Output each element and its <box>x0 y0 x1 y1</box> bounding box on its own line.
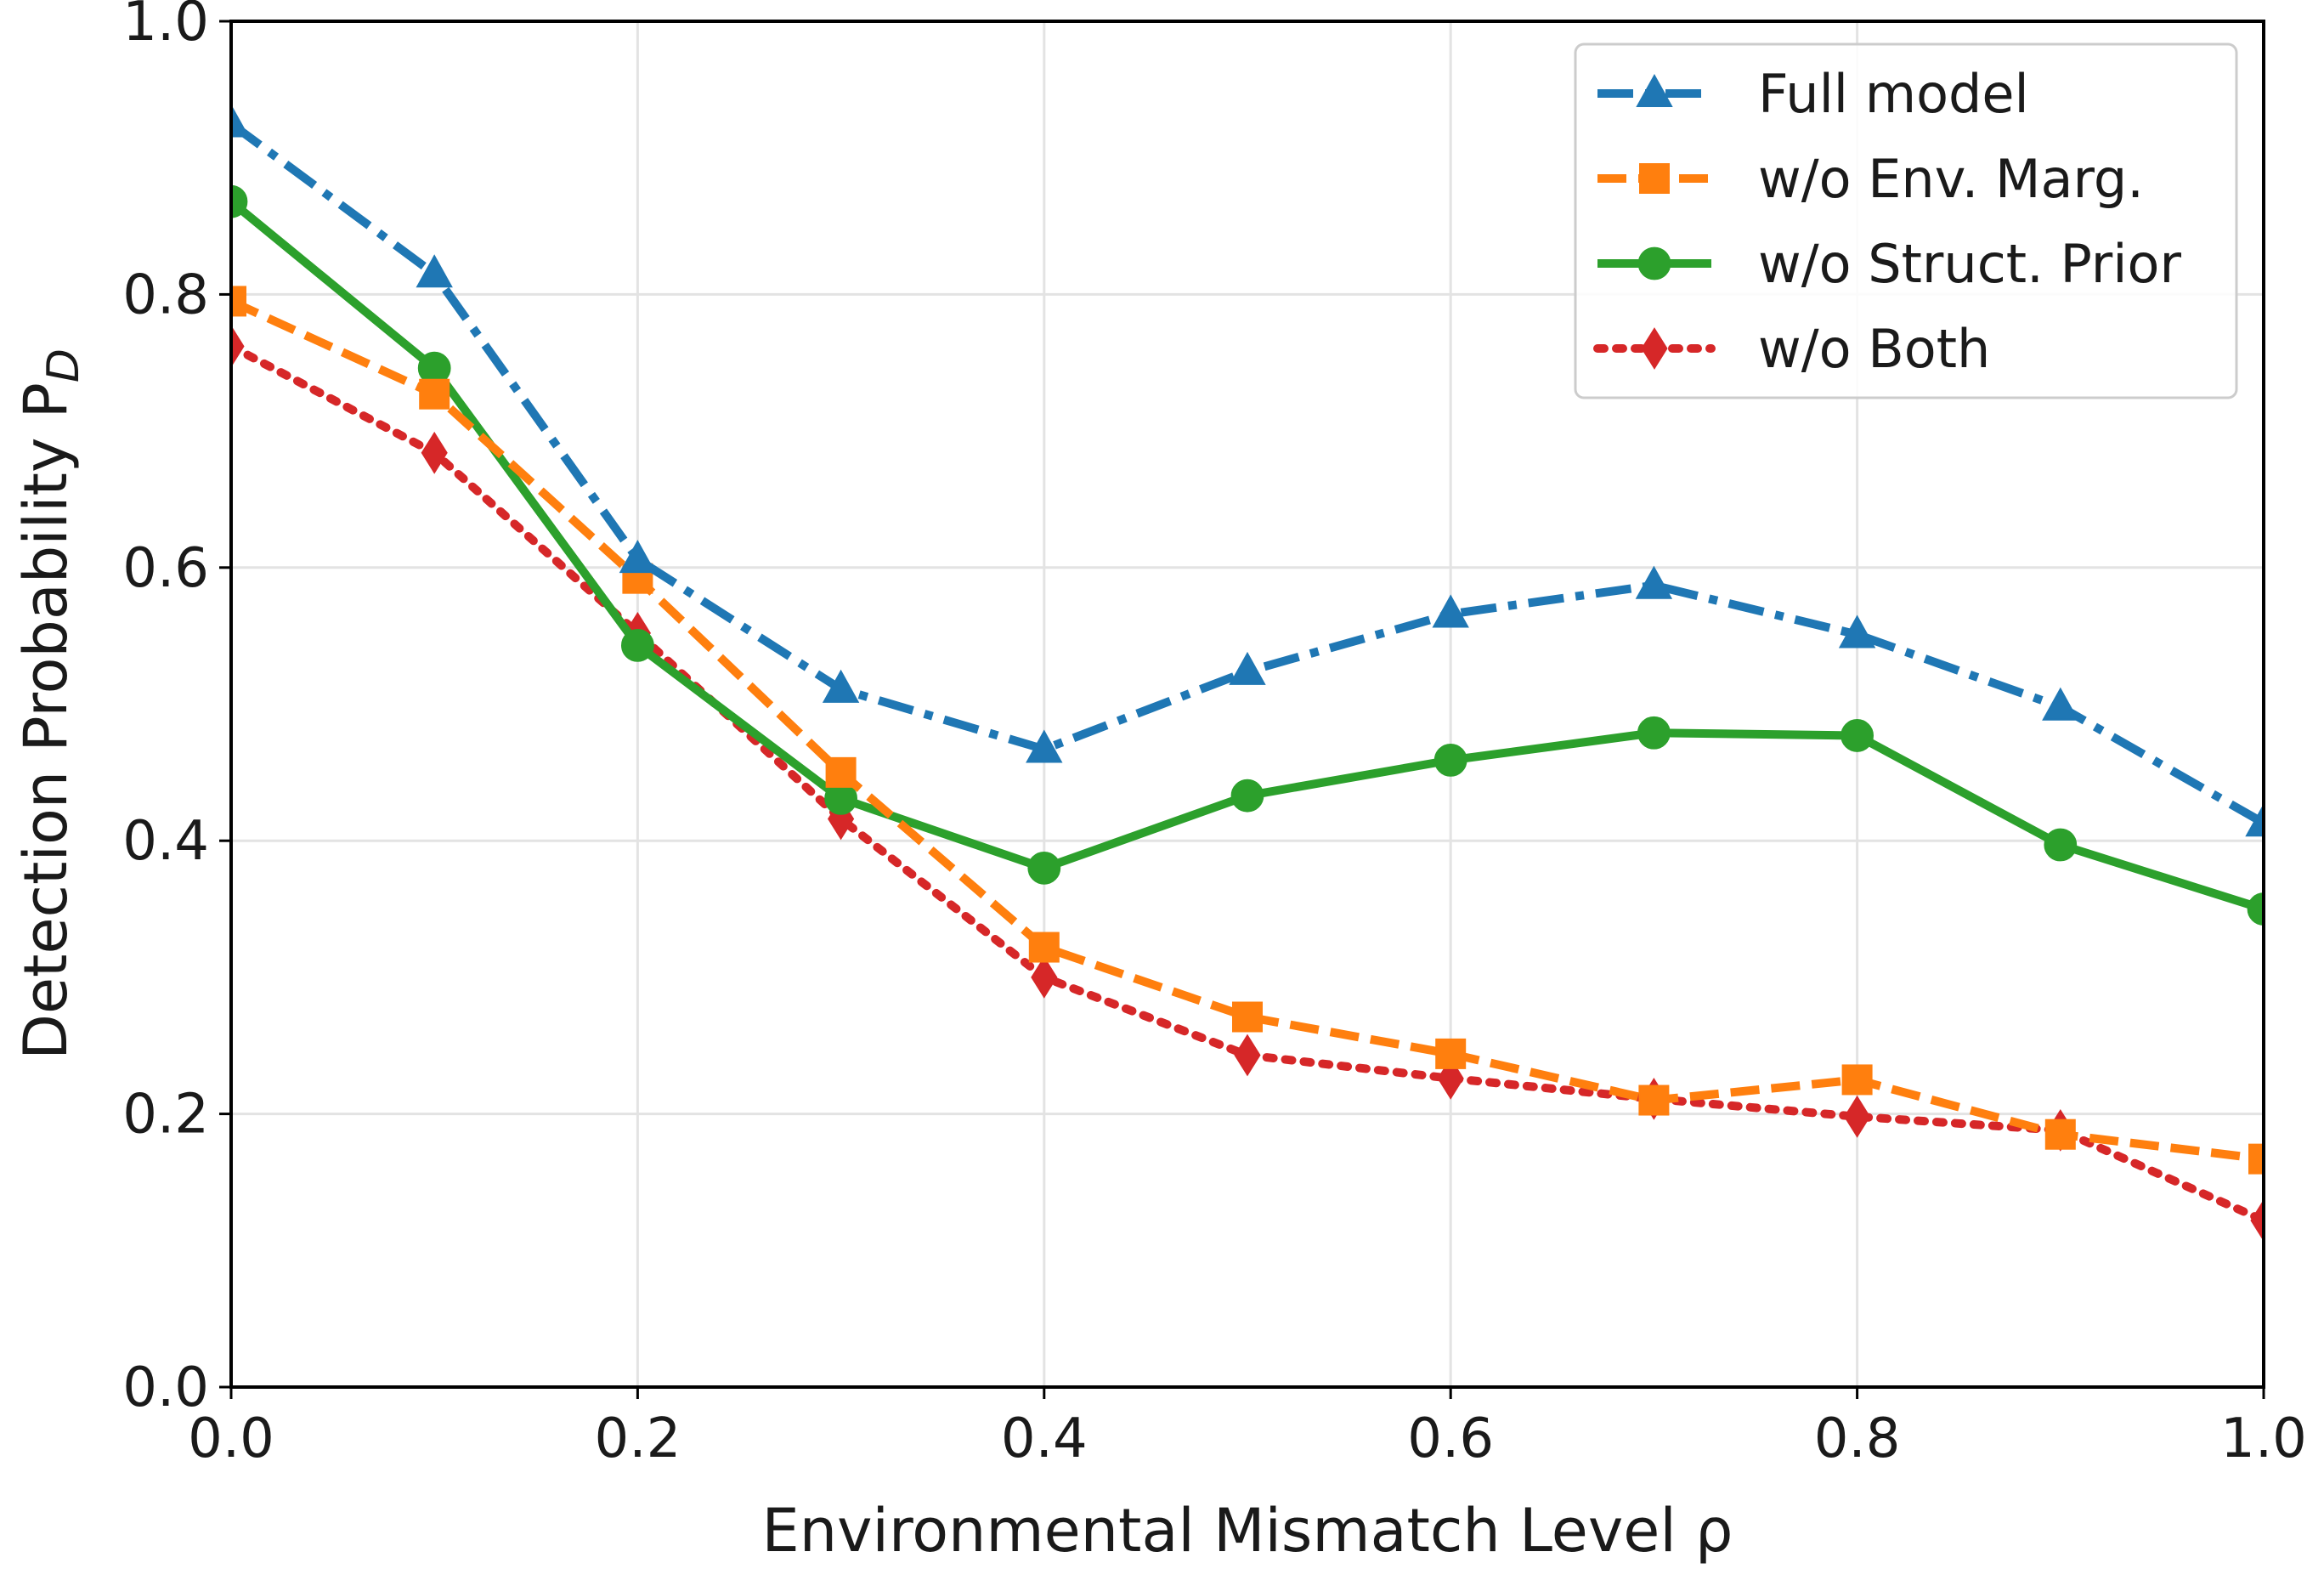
data-point <box>1230 779 1264 813</box>
legend-label: w/o Struct. Prior <box>1758 233 2181 295</box>
legend: Full model w/o Env. Marg. w/o Struct. Prio… <box>1574 42 2238 399</box>
legend-box <box>1574 42 2238 399</box>
x-tick-label: 0.4 <box>1001 1407 1088 1470</box>
y-tick-label: 1.0 <box>122 0 209 54</box>
data-point <box>1435 1038 1467 1069</box>
data-point <box>2044 828 2078 862</box>
data-point <box>2245 803 2264 837</box>
data-point <box>416 254 453 288</box>
data-point <box>2248 1143 2264 1175</box>
data-point <box>1232 1001 1263 1033</box>
data-point <box>1027 851 1061 885</box>
x-tick-label: 1.0 <box>2220 1407 2307 1470</box>
data-point <box>421 431 448 474</box>
x-axis-title: Environmental Mismatch Level ρ <box>762 1496 1733 1566</box>
y-axis-title-subscript: D <box>38 348 89 382</box>
data-point <box>1841 1064 1873 1096</box>
legend-marker <box>1639 163 1670 194</box>
y-tick-label: 0.4 <box>122 810 209 873</box>
y-axis-title-main: Detection Probability P <box>11 382 81 1060</box>
y-tick-label: 0.8 <box>122 263 209 326</box>
data-point <box>1432 594 1469 628</box>
series-layer <box>231 104 2264 1242</box>
data-point <box>1637 716 1671 750</box>
data-point <box>1234 1034 1261 1077</box>
data-point <box>1433 743 1467 777</box>
data-point <box>2247 892 2264 926</box>
data-point <box>231 325 245 368</box>
legend-marker <box>1636 73 1673 107</box>
x-tick-label: 0.0 <box>188 1407 274 1470</box>
data-point <box>1031 956 1058 999</box>
data-point <box>1026 729 1063 763</box>
series-3 <box>231 325 2264 1242</box>
legend-label: w/o Both <box>1758 318 1990 380</box>
data-point <box>2250 1199 2264 1242</box>
ticks: 0.0 0.2 0.4 0.6 0.8 1.0 0.0 0.2 0.4 0.6 0.8 1.0 <box>122 0 2307 1470</box>
x-tick-label: 0.2 <box>595 1407 681 1470</box>
series-0 <box>231 104 2264 837</box>
data-point <box>419 378 450 410</box>
data-point <box>231 286 246 317</box>
legend-label: w/o Env. Marg. <box>1758 148 2144 210</box>
data-point <box>825 756 857 788</box>
y-tick-label: 0.2 <box>122 1084 209 1147</box>
data-point <box>1844 1095 1871 1138</box>
data-point <box>1838 614 1876 648</box>
plot-frame <box>229 20 2265 1389</box>
x-tick-label: 0.8 <box>1814 1407 1901 1470</box>
data-point <box>822 669 860 703</box>
x-tick-label: 0.6 <box>1407 1407 1494 1470</box>
data-point <box>2044 1118 2076 1150</box>
y-tick-label: 0.6 <box>122 537 209 600</box>
data-point <box>1638 1084 1670 1116</box>
data-point <box>1635 565 1673 599</box>
data-point <box>1028 932 1060 963</box>
data-point <box>621 628 654 662</box>
data-point <box>231 104 250 138</box>
data-point <box>1229 651 1266 685</box>
data-point <box>2042 687 2079 721</box>
y-axis-title: Detection Probability PD <box>11 348 89 1060</box>
data-point <box>1841 719 1874 752</box>
legend-marker <box>1641 327 1668 370</box>
legend-label: Full model <box>1758 63 2029 125</box>
data-point <box>619 540 657 574</box>
y-tick-label: 0.0 <box>122 1356 209 1419</box>
legend-marker <box>1637 246 1671 280</box>
